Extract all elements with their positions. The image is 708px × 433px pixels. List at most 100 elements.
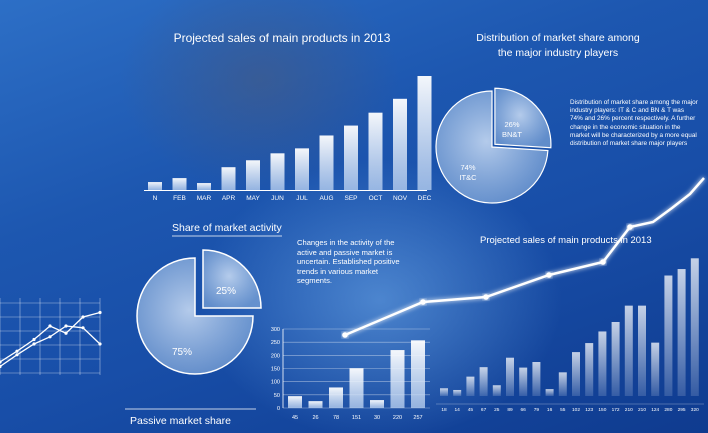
chart2-slice-itc [435,90,549,204]
chart4-tick-label: 26 [312,415,318,421]
chart6-point [64,324,68,328]
chart4-bar [308,401,323,408]
chart4-ytick: 50 [274,393,280,399]
chart6-point [15,353,19,357]
chart5-tick-label: 66 [521,407,527,413]
chart1-bar [368,112,383,190]
chart3-slice-75 [136,257,254,375]
chart6-point [81,326,85,330]
chart5-bar [532,362,541,396]
chart1-bar [417,76,432,190]
chart5-bar [466,376,475,396]
chart6-point [0,364,2,369]
chart5-point [342,332,348,338]
chart1-bar [246,160,260,190]
chart5-bar [558,372,567,396]
chart1-bar [270,153,285,190]
chart5-bar [519,367,528,396]
chart5-tick-label: 295 [678,407,686,413]
chart1-bar [197,183,211,190]
chart1-tick-label: APR [222,195,236,202]
chart3-slice-label: 25% [216,286,236,297]
chart1-tick-label: FEB [173,195,186,202]
market-activity-description: Changes in the activity of the active an… [297,238,400,286]
chart4-ytick: 300 [271,327,280,333]
chart2-slice-bnt [494,87,552,149]
chart1-tick-label: SEP [344,195,357,202]
chart6-point [32,337,36,342]
chart5-tick-label: 150 [598,407,606,413]
chart6-point [48,335,52,339]
chart4-bar [390,350,405,408]
chart5-tick-label: 280 [664,407,672,413]
chart5-tick-label: 320 [691,407,699,413]
chart5-bar [492,385,501,396]
chart6-point [98,342,102,346]
chart6-point [32,342,36,346]
chart5-bar [479,367,488,396]
chart5-bar [506,357,514,396]
chart3-bottom-label: Passive market share [130,415,231,427]
chart2-title-line2: the major industry players [498,47,618,59]
chart4-ytick: 0 [277,406,280,412]
chart1-bar [148,182,162,190]
chart1-tick-label: JUL [296,195,308,202]
chart1-bar [344,125,358,190]
chart1-tick-label: N [153,195,158,202]
chart4-bar [288,396,302,408]
chart5-tick-label: 18 [441,407,447,413]
chart5-tick-label: 45 [468,407,474,413]
chart5-line [344,177,705,337]
chart2-slice-label: BN&T [502,130,522,139]
chart5-tick-label: 172 [612,407,620,413]
chart3-title: Share of market activity [172,222,282,234]
chart5-tick-label: 210 [638,407,646,413]
chart2-slice-label: IT&C [459,173,477,182]
chart6-point [81,315,85,319]
chart6-point [64,331,68,335]
chart4-tick-label: 78 [333,415,339,421]
chart3-slice-label: 75% [172,347,192,358]
chart2-slice-value: 74% [460,163,475,172]
chart6-point [98,310,102,315]
chart1-tick-label: OCT [369,195,383,202]
chart3-slice-25 [202,249,262,309]
chart5-bar [611,321,620,396]
chart5-tick-label: 79 [534,407,540,413]
chart5-bar [677,269,686,396]
chart4-ytick: 250 [271,340,280,346]
chart5-bar [638,305,646,396]
chart1-bar [221,167,236,190]
chart5-title: Projected sales of main products in 2013 [480,235,652,246]
chart6-point [0,360,2,364]
chart1-tick-label: NOV [393,195,408,202]
chart1-tick-label: AUG [319,195,333,202]
chart1-tick-label: MAR [197,195,212,202]
chart1-tick-label: DEC [418,195,432,202]
chart4-tick-label: 30 [374,415,380,421]
chart1-title: Projected sales of main products in 2013 [174,31,391,45]
chart1-bar [319,135,334,190]
chart5-tick-label: 14 [455,407,461,413]
chart4-tick-label: 220 [393,415,402,421]
chart1-tick-label: JUN [271,195,284,202]
chart4-bar [370,400,384,408]
chart6-line [0,325,101,368]
chart5-bar [651,342,660,396]
chart5-bar [440,388,448,396]
chart5-tick-label: 123 [585,407,593,413]
chart5-tick-label: 16 [547,407,553,413]
chart6-point [48,324,52,328]
chart5-tick-label: 25 [494,407,500,413]
chart5-bar [624,305,633,396]
chart5-point [600,259,606,265]
chart5-point [420,299,426,305]
chart4-ytick: 200 [271,353,280,359]
chart5-tick-label: 55 [560,407,566,413]
chart5-point [627,224,633,230]
chart4-tick-label: 257 [413,415,422,421]
chart4-bar [329,387,343,408]
chart5-bar [545,389,554,396]
